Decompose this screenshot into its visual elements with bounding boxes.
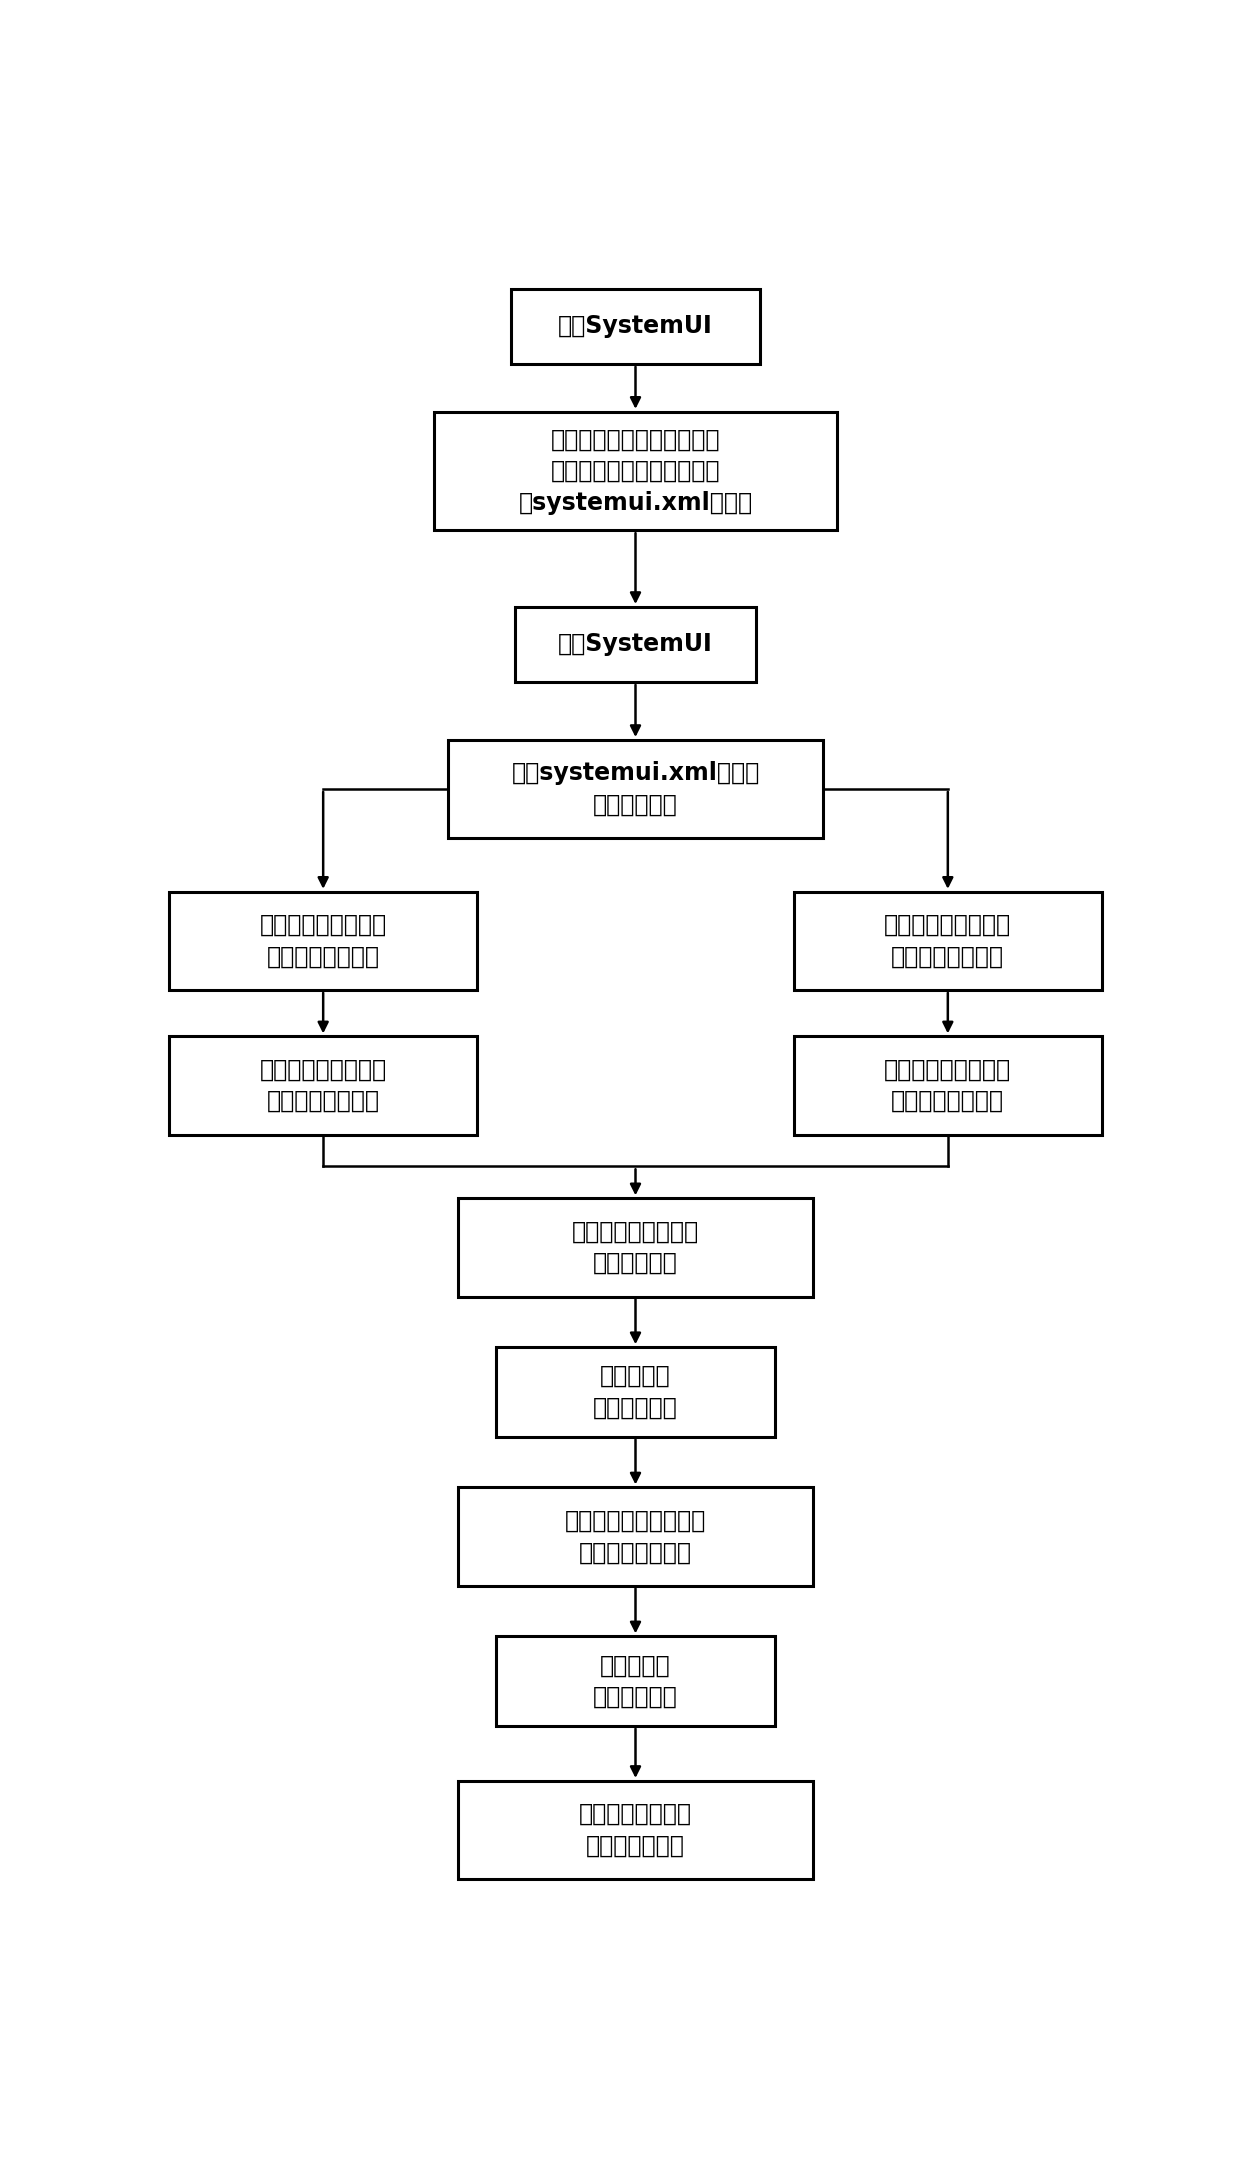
FancyBboxPatch shape [794,891,1101,991]
FancyBboxPatch shape [448,741,823,839]
FancyBboxPatch shape [458,1198,813,1296]
FancyBboxPatch shape [458,1782,813,1880]
Text: 获取SystemUI: 获取SystemUI [558,314,713,338]
Text: 启动SystemUI: 启动SystemUI [558,632,713,656]
FancyBboxPatch shape [516,608,755,682]
FancyBboxPatch shape [496,1348,775,1437]
Text: 执行显示栏中应用
程序的对应功能: 执行显示栏中应用 程序的对应功能 [579,1801,692,1858]
FancyBboxPatch shape [170,891,477,991]
Text: 启动相应的应用程序，
并显示在显示栏中: 启动相应的应用程序， 并显示在显示栏中 [565,1509,706,1564]
Text: 对状态栏进行定制布
局，形成状态列表: 对状态栏进行定制布 局，形成状态列表 [259,913,387,969]
Text: 用户点击了
某一应用图标: 用户点击了 某一应用图标 [593,1363,678,1420]
Text: 对导航栏进行定制布
局，形成导航列表: 对导航栏进行定制布 局，形成导航列表 [884,913,1012,969]
FancyBboxPatch shape [496,1636,775,1725]
FancyBboxPatch shape [511,290,760,364]
Text: 对导航列表中的每个
功能图标进行绑定: 对导航列表中的每个 功能图标进行绑定 [884,1059,1012,1113]
FancyBboxPatch shape [170,1037,477,1135]
FancyBboxPatch shape [794,1037,1101,1135]
FancyBboxPatch shape [434,412,837,529]
Text: 用户点击了
某一功能图标: 用户点击了 某一功能图标 [593,1653,678,1710]
Text: 将所需预置的应用图标按照
先后顺序进行填充，并记录
于systemui.xml文件中: 将所需预置的应用图标按照 先后顺序进行填充，并记录 于systemui.xml文… [518,427,753,514]
FancyBboxPatch shape [458,1488,813,1586]
Text: 对状态列表中的每个
应用图标进行绑定: 对状态列表中的每个 应用图标进行绑定 [259,1059,387,1113]
Text: 解析systemui.xml文件，
完成动态布局: 解析systemui.xml文件， 完成动态布局 [511,762,760,817]
Text: 渲染界面，形成三层
分屏显示布局: 渲染界面，形成三层 分屏显示布局 [572,1220,699,1274]
